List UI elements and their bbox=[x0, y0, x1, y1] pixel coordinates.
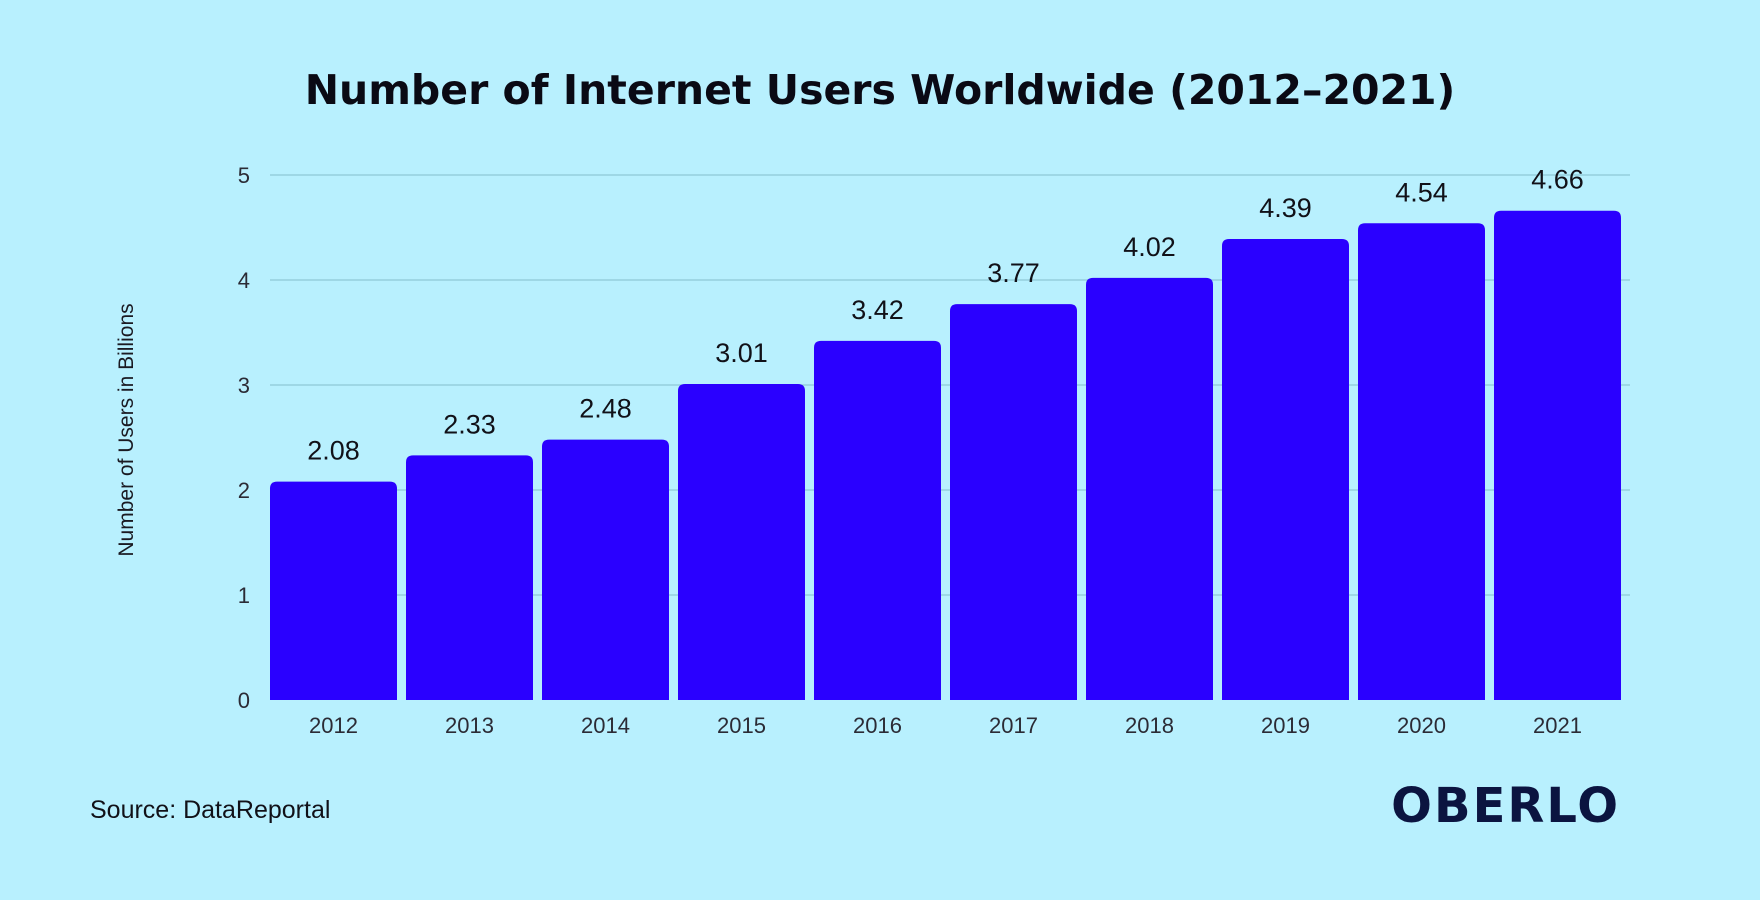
x-axis-ticks: 2012 2013 2014 2015 2016 2017 2018 2019 2020 2021 bbox=[309, 713, 1582, 738]
data-label-2013: 2.33 bbox=[443, 409, 496, 439]
bar-2019 bbox=[1222, 239, 1349, 701]
data-label-2018: 4.02 bbox=[1123, 232, 1176, 262]
bar-2016 bbox=[814, 340, 941, 700]
oberlo-logo: OBERLO bbox=[1391, 778, 1620, 834]
bar-2017 bbox=[950, 304, 1077, 700]
source-note: Source: DataReportal bbox=[90, 796, 331, 824]
x-tick-label: 2014 bbox=[581, 713, 630, 738]
data-label-2014: 2.48 bbox=[579, 394, 632, 424]
data-label-2019: 4.39 bbox=[1259, 193, 1312, 223]
bar-2014 bbox=[542, 439, 669, 700]
bar-2018 bbox=[1086, 277, 1213, 700]
data-label-2021: 4.66 bbox=[1531, 165, 1584, 195]
x-tick-label: 2012 bbox=[309, 713, 358, 738]
x-tick-label: 2016 bbox=[853, 713, 902, 738]
y-tick-label: 0 bbox=[238, 688, 250, 713]
x-tick-label: 2013 bbox=[445, 713, 494, 738]
y-axis-ticks: 0 1 2 3 4 5 bbox=[238, 163, 250, 713]
y-axis-label: Number of Users in Billions bbox=[115, 303, 138, 556]
data-label-2020: 4.54 bbox=[1395, 177, 1448, 207]
data-label-2016: 3.42 bbox=[851, 295, 904, 325]
y-tick-label: 2 bbox=[238, 478, 250, 503]
x-tick-label: 2015 bbox=[717, 713, 766, 738]
data-labels: 2.08 2.33 2.48 3.01 3.42 3.77 4.02 4.39 4.54 4.66 bbox=[307, 165, 1584, 466]
bar-2013 bbox=[406, 455, 533, 700]
data-label-2017: 3.77 bbox=[987, 258, 1040, 288]
chart-title: Number of Internet Users Worldwide (2012… bbox=[305, 66, 1456, 114]
bar-2015 bbox=[678, 383, 805, 700]
x-tick-label: 2019 bbox=[1261, 713, 1310, 738]
bar-2020 bbox=[1358, 223, 1485, 701]
data-label-2015: 3.01 bbox=[715, 338, 768, 368]
x-tick-label: 2020 bbox=[1397, 713, 1446, 738]
y-tick-label: 3 bbox=[238, 373, 250, 398]
y-tick-label: 4 bbox=[238, 268, 250, 293]
x-tick-label: 2018 bbox=[1125, 713, 1174, 738]
y-tick-label: 5 bbox=[238, 163, 250, 188]
x-tick-label: 2017 bbox=[989, 713, 1038, 738]
bar-2021 bbox=[1494, 210, 1621, 700]
data-label-2012: 2.08 bbox=[307, 436, 360, 466]
bars bbox=[270, 210, 1621, 701]
x-tick-label: 2021 bbox=[1533, 713, 1582, 738]
bar-2012 bbox=[270, 481, 397, 700]
y-tick-label: 1 bbox=[238, 583, 250, 608]
